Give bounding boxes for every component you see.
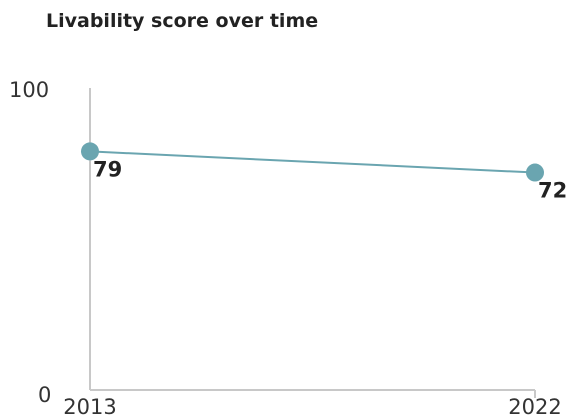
data-point-2013: [81, 142, 99, 161]
y-tick-label-min: 0: [38, 383, 51, 407]
x-tick-label-end: 2022: [508, 395, 561, 419]
x-tick-label-start: 2013: [63, 395, 116, 419]
data-point-2022: [526, 163, 544, 182]
chart-title: Livability score over time: [46, 10, 319, 32]
data-label-2022: 72: [538, 179, 567, 203]
series-line: [89, 150, 536, 174]
y-tick-label-max: 100: [9, 78, 49, 102]
data-label-2013: 79: [93, 157, 122, 181]
